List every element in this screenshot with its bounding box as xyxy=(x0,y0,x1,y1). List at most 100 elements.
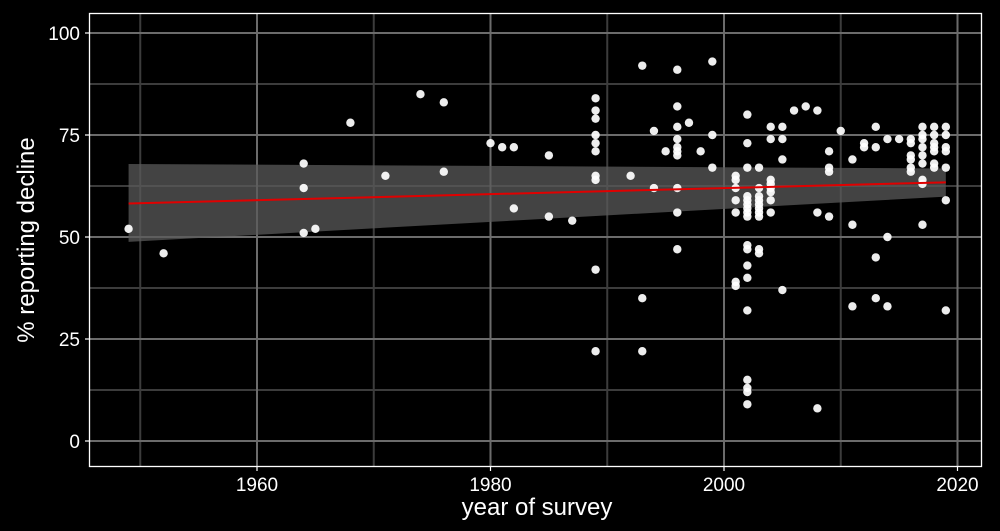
data-point xyxy=(929,163,939,172)
data-point xyxy=(673,102,682,111)
data-point xyxy=(544,212,554,221)
data-point xyxy=(544,151,554,160)
data-point xyxy=(591,147,600,156)
data-point xyxy=(789,106,799,115)
x-tick-label: 2000 xyxy=(703,475,745,496)
data-point xyxy=(813,208,822,217)
data-point xyxy=(813,106,822,115)
data-point xyxy=(638,347,647,356)
data-point xyxy=(568,216,577,225)
data-point xyxy=(591,130,600,140)
y-tick-label: 75 xyxy=(59,126,80,147)
data-point xyxy=(824,167,834,176)
data-point xyxy=(743,245,752,254)
data-point xyxy=(871,143,880,152)
data-point xyxy=(743,212,752,221)
data-point xyxy=(649,126,659,136)
data-point xyxy=(708,163,717,172)
data-point xyxy=(848,220,857,229)
data-point xyxy=(661,147,670,156)
data-point xyxy=(766,196,775,205)
data-point xyxy=(673,151,682,160)
data-point xyxy=(778,122,787,132)
data-point xyxy=(731,175,740,185)
data-point xyxy=(591,114,600,123)
data-point xyxy=(918,151,927,160)
data-point xyxy=(743,400,752,409)
data-point xyxy=(696,147,705,156)
data-points xyxy=(124,57,951,413)
data-point xyxy=(591,347,600,356)
y-tick-label: 0 xyxy=(69,432,80,453)
data-point xyxy=(743,375,752,384)
data-point xyxy=(766,208,775,217)
data-point xyxy=(941,196,951,205)
data-point xyxy=(591,175,600,185)
data-point xyxy=(778,155,787,164)
data-point xyxy=(929,122,939,132)
data-point xyxy=(754,163,764,172)
data-point xyxy=(906,138,915,148)
data-point xyxy=(754,249,764,258)
data-point xyxy=(439,98,448,107)
data-point xyxy=(848,155,857,164)
data-point xyxy=(859,143,869,152)
data-point xyxy=(883,134,892,144)
data-point xyxy=(509,143,519,152)
data-point xyxy=(801,102,810,111)
x-tick-label: 2020 xyxy=(936,475,978,496)
data-point xyxy=(754,212,764,221)
data-point xyxy=(673,183,682,193)
panel-border xyxy=(88,12,983,468)
data-point xyxy=(918,159,927,168)
data-point xyxy=(906,155,915,164)
data-point xyxy=(894,134,904,144)
data-point xyxy=(941,163,951,172)
data-point xyxy=(813,404,822,413)
data-point xyxy=(124,224,133,234)
data-point xyxy=(918,220,927,229)
y-tick-label: 100 xyxy=(48,24,80,45)
x-tick-label: 1980 xyxy=(469,475,511,496)
data-point xyxy=(906,167,915,176)
y-axis: 0 25 50 75 100 xyxy=(48,24,89,453)
data-point xyxy=(486,138,495,148)
data-point xyxy=(743,273,752,282)
data-point xyxy=(299,159,308,168)
data-point xyxy=(918,122,927,132)
data-point xyxy=(346,118,355,127)
data-point xyxy=(673,65,682,74)
data-point xyxy=(311,224,320,234)
data-point xyxy=(626,171,635,180)
data-point xyxy=(836,126,845,136)
trend-line xyxy=(128,181,946,205)
data-point xyxy=(883,232,892,242)
data-point xyxy=(929,147,939,156)
data-point xyxy=(883,302,892,311)
y-tick-label: 50 xyxy=(59,228,80,249)
data-point xyxy=(941,147,951,156)
data-point xyxy=(766,134,775,144)
data-point xyxy=(743,138,752,148)
data-point xyxy=(591,265,600,274)
data-point xyxy=(918,143,927,152)
data-point xyxy=(743,306,752,315)
data-point xyxy=(743,163,752,172)
data-point xyxy=(638,294,647,303)
data-point xyxy=(159,249,168,258)
data-point xyxy=(591,94,600,103)
data-point xyxy=(871,253,880,262)
data-point xyxy=(848,302,857,311)
data-point xyxy=(299,183,308,193)
data-point xyxy=(673,134,682,144)
data-point xyxy=(766,122,775,132)
x-axis: 1960 1980 2000 2020 xyxy=(236,467,979,496)
x-axis-title: year of survey xyxy=(462,494,613,521)
y-tick-label: 25 xyxy=(59,330,80,351)
confidence-band xyxy=(128,163,946,242)
data-point xyxy=(708,57,717,66)
data-point xyxy=(708,130,717,140)
data-point xyxy=(416,90,425,99)
data-point xyxy=(299,228,308,238)
